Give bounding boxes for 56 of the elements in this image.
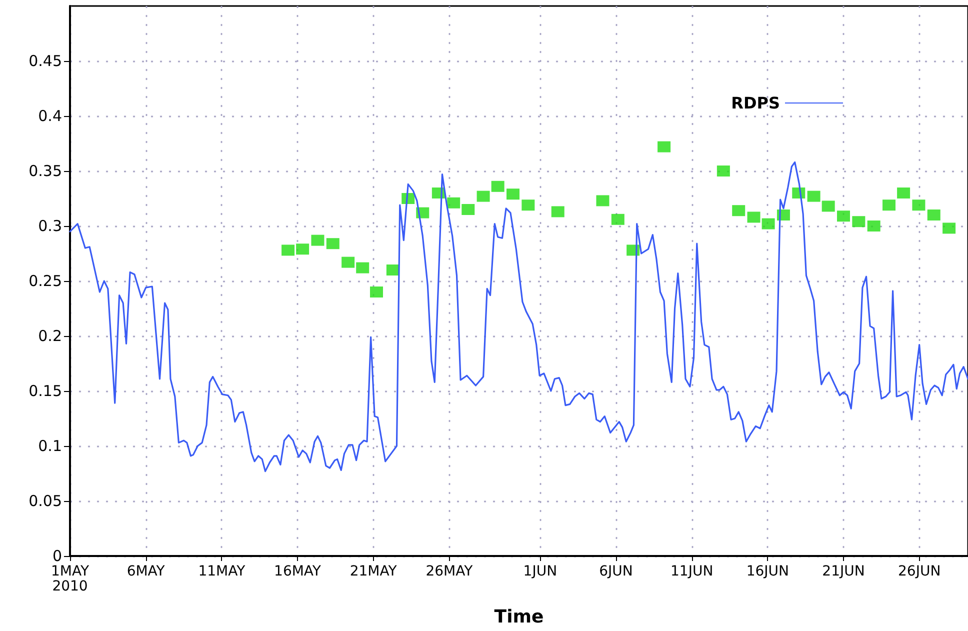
point (822, 200, 835, 212)
point (897, 188, 910, 198)
point (927, 210, 940, 220)
x-tick-label: 16MAY (274, 564, 322, 580)
y-tick-label: 0 (52, 547, 62, 565)
y-tick-label: 0.3 (38, 217, 62, 235)
point (282, 244, 295, 256)
point (867, 220, 880, 232)
x-tick-label: 1JUN (523, 564, 558, 580)
point (296, 244, 310, 255)
line-series (69, 161, 968, 472)
y-tick-label: 0.2 (38, 327, 62, 345)
point (356, 262, 370, 274)
point (342, 256, 355, 268)
x-tick-label: 21JUN (822, 564, 865, 580)
point (882, 200, 896, 211)
point (370, 286, 383, 298)
point (837, 210, 850, 222)
x-tick-label: 21MAY (350, 564, 398, 580)
y-tick-label: 0.4 (38, 107, 62, 125)
x-axis-title: Time (494, 606, 544, 628)
y-tick-label: 0.35 (28, 162, 62, 180)
point (596, 195, 610, 206)
y-tick-label: 0.45 (28, 52, 62, 70)
point (732, 205, 746, 216)
x-tick-label: 16JUN (746, 564, 790, 580)
point (462, 204, 475, 215)
point (311, 234, 324, 246)
point (716, 166, 730, 176)
point (506, 188, 520, 200)
point (658, 141, 671, 152)
point (942, 222, 956, 234)
x-tick-label: 26MAY (426, 564, 474, 580)
point (912, 200, 926, 211)
y-tick-label: 0.1 (38, 437, 62, 455)
x-tick-label: 11MAY (198, 564, 246, 580)
point (326, 238, 340, 250)
point (476, 190, 490, 202)
point (611, 214, 624, 225)
point (762, 218, 775, 230)
x-tick-label: 11JUN (670, 564, 714, 580)
point (747, 212, 760, 223)
x-tick-label: 26JUN (898, 564, 941, 580)
x-tick-label: 6MAY (126, 564, 166, 580)
x-tick-label: 1MAY 2010 (50, 564, 90, 594)
y-tick-label: 0.05 (28, 492, 62, 510)
y-tick-label: 0.25 (28, 272, 62, 290)
point (551, 206, 564, 218)
point (447, 197, 460, 208)
point (522, 200, 535, 211)
x-tick-label: 6JUN (599, 564, 633, 580)
legend-label: RDPS (731, 94, 780, 112)
point (852, 216, 866, 228)
y-tick-label: 0.15 (28, 382, 62, 400)
point (807, 190, 820, 202)
point (491, 180, 504, 192)
